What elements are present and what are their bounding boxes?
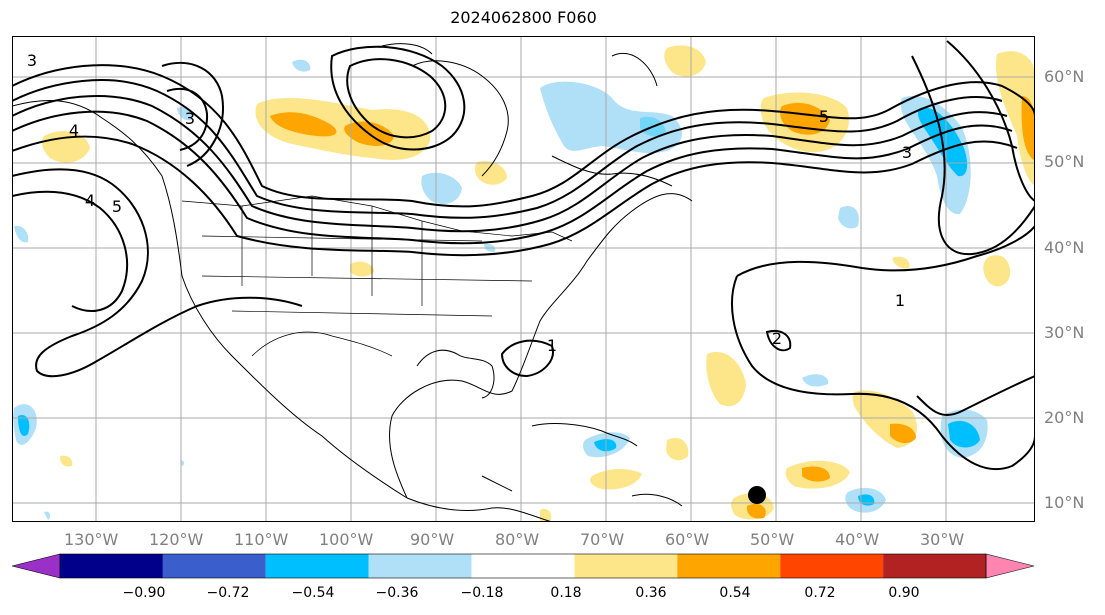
lon-label: 110°W [234, 530, 289, 549]
colorbar-tick-label: 0.36 [635, 585, 667, 601]
colorbar-tick-label: −0.18 [460, 585, 504, 601]
contour-label: 1 [547, 336, 557, 355]
colorbar-tick-label: −0.72 [206, 585, 250, 601]
colorbar-segment [780, 554, 884, 578]
graticule [12, 36, 1035, 522]
colorbar-arrow-low [11, 553, 61, 579]
colorbar-tick-label: 0.72 [804, 585, 836, 601]
lat-label: 20°N [1044, 408, 1085, 427]
lon-label: 60°W [665, 530, 710, 549]
contour-label: 4 [85, 191, 95, 210]
contour-label: 3 [27, 51, 37, 70]
colorbar-segment [574, 554, 678, 578]
colorbar-tick-label: 0.18 [550, 585, 582, 601]
lon-label: 30°W [920, 530, 965, 549]
forecast-map: 3 3 4 5 4 5 3 1 2 1 [12, 36, 1035, 522]
colorbar-arrow-high [985, 553, 1035, 579]
lat-label: 40°N [1044, 238, 1085, 257]
colorbar-segment [471, 554, 575, 578]
contour-label: 3 [902, 143, 912, 162]
political-borders [181, 195, 573, 357]
lon-label: 40°W [835, 530, 880, 549]
contour-label: 2 [772, 329, 782, 348]
map-title: 2024062800 F060 [450, 8, 597, 27]
colorbar-tick-label: −0.36 [375, 585, 419, 601]
lon-label: 130°W [64, 530, 119, 549]
lon-label: 80°W [495, 530, 540, 549]
contour-label: 5 [112, 197, 122, 216]
storm-center-marker [748, 486, 766, 504]
lon-label: 90°W [410, 530, 455, 549]
lon-label: 120°W [149, 530, 204, 549]
colorbar-segment [60, 554, 163, 578]
lat-label: 30°N [1044, 323, 1085, 342]
colorbar-segment [162, 554, 266, 578]
colorbar-segment [677, 554, 781, 578]
anomaly-shading [13, 45, 1035, 522]
colorbar [11, 553, 1035, 579]
lon-label: 50°W [750, 530, 795, 549]
colorbar-tick-label: −0.54 [291, 585, 335, 601]
contour-label: 3 [185, 109, 195, 128]
colorbar-tick-label: 0.90 [888, 585, 920, 601]
coastlines [12, 43, 693, 522]
contour-label: 4 [69, 121, 79, 140]
contour-labels: 3 3 4 5 4 5 3 1 2 1 [27, 51, 912, 355]
lat-label: 60°N [1044, 67, 1085, 86]
contour-label: 1 [895, 291, 905, 310]
contour-lines [12, 40, 1035, 471]
contour-label: 5 [819, 107, 829, 126]
colorbar-tick-label: 0.54 [719, 585, 751, 601]
colorbar-segment [883, 554, 986, 578]
colorbar-tick-label: −0.90 [122, 585, 166, 601]
colorbar-segment [265, 554, 369, 578]
lon-label: 100°W [319, 530, 374, 549]
lon-label: 70°W [580, 530, 625, 549]
lat-label: 50°N [1044, 152, 1085, 171]
colorbar-segment [368, 554, 472, 578]
lat-label: 10°N [1044, 493, 1085, 512]
colorbar-frame [59, 553, 987, 579]
